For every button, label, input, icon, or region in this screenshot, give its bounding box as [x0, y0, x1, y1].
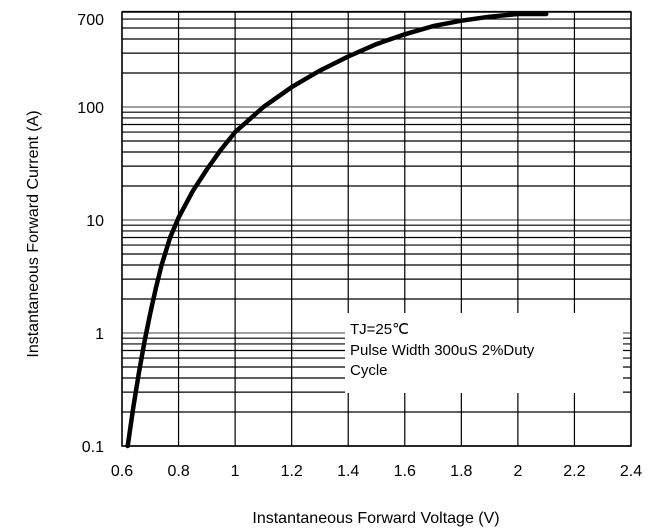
annotation-line: Cycle: [350, 362, 388, 379]
annotation-box: TJ=25℃ Pulse Width 300uS 2%Duty Cycle: [345, 313, 623, 393]
y-tick-label: 100: [77, 100, 104, 117]
x-tick-label: 0.6: [111, 463, 133, 480]
annotation-line: TJ=25℃: [350, 321, 409, 338]
plot-border: [121, 11, 632, 447]
y-tick-labels: 0.1 1 10 100 700: [77, 12, 104, 456]
x-tick-label: 1.6: [394, 463, 416, 480]
y-tick-label: 10: [86, 213, 104, 230]
x-tick-label: 2.2: [563, 463, 585, 480]
x-tick-labels: 0.6 0.8 1 1.2 1.4 1.6 1.8 2 2.2 2.4: [111, 463, 642, 480]
x-tick-label: 1.4: [337, 463, 359, 480]
x-tick-label: 1: [231, 463, 240, 480]
y-tick-label: 1: [95, 326, 104, 343]
series: [125, 11, 549, 449]
x-tick-label: 1.2: [281, 463, 303, 480]
forward-current-curve: [125, 11, 549, 449]
y-axis-title: Instantaneous Forward Current (A): [25, 110, 42, 357]
annotation-background: [345, 313, 623, 393]
x-tick-label: 1.8: [450, 463, 472, 480]
x-axis-title: Instantaneous Forward Voltage (V): [252, 510, 499, 527]
y-tick-label: 700: [77, 12, 104, 29]
x-tick-label: 2: [513, 463, 522, 480]
x-tick-label: 0.8: [167, 463, 189, 480]
x-tick-label: 2.4: [620, 463, 642, 480]
y-tick-label: 0.1: [82, 439, 104, 456]
annotation-line: Pulse Width 300uS 2%Duty: [350, 342, 535, 359]
